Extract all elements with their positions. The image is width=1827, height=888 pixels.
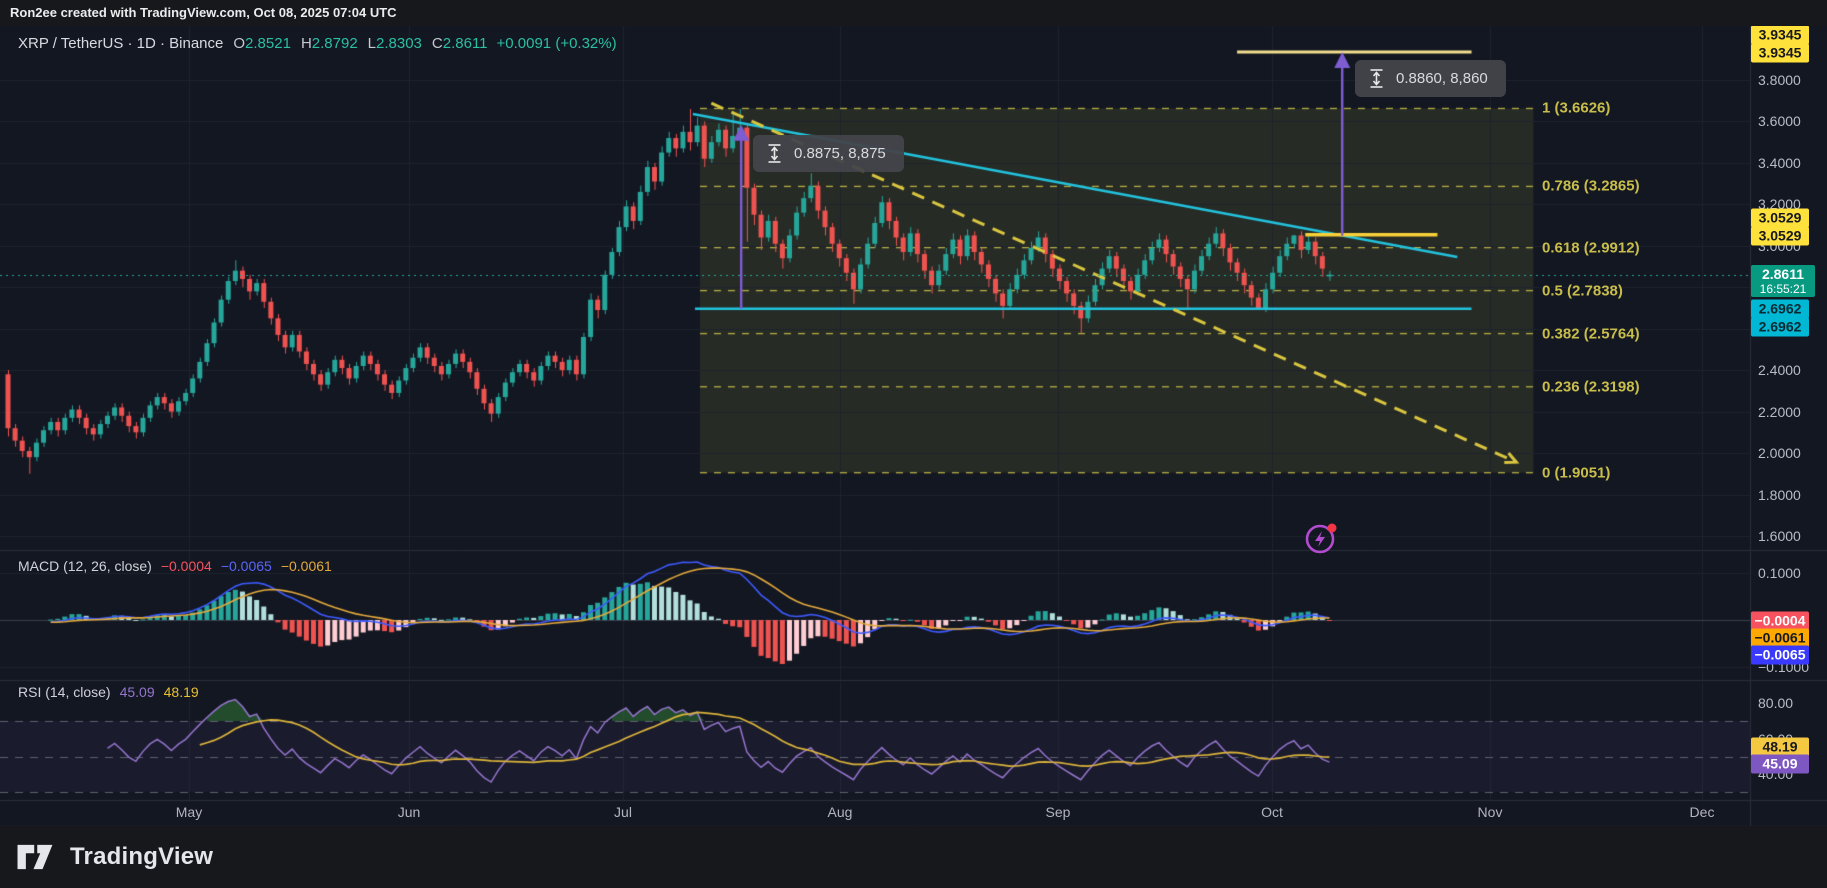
price-axis-tick[interactable]: 2.0000 [1758, 445, 1801, 462]
attribution-text: Ron2ee created with TradingView.com, Oct… [10, 5, 397, 20]
measure-icon [1370, 69, 1383, 88]
measure-value: 0.8875, 8,875 [794, 145, 886, 162]
price-tag-3.0529: 3.0529 [1751, 226, 1809, 246]
countdown-timer: 16:55:21 [1759, 282, 1807, 296]
macd-axis-tick[interactable]: 0.1000 [1758, 565, 1801, 581]
ohlc-key: H [300, 35, 312, 52]
live-data-flash-icon[interactable] [1302, 519, 1340, 562]
price-axis-tick[interactable]: 3.4000 [1758, 154, 1801, 171]
indicator-value: −0.0004 [160, 558, 212, 574]
fib-level-label: 1 (3.6626) [1542, 99, 1611, 117]
ohlc-key: L [367, 35, 377, 52]
price-tag-2.8611: 2.8611 16:55:21 [1751, 265, 1815, 297]
price-axis-tick[interactable]: 1.6000 [1758, 527, 1801, 544]
fib-level-label: 0.382 (2.5764) [1542, 325, 1640, 343]
time-axis-label-jul[interactable]: Jul [614, 804, 632, 820]
price-axis-tick[interactable]: 1.8000 [1758, 486, 1801, 503]
price-tag-3.9345: 3.9345 [1751, 25, 1809, 45]
price-axis-tick[interactable]: 3.2000 [1758, 196, 1801, 213]
time-axis-label-aug[interactable]: Aug [827, 804, 853, 820]
brand-name[interactable]: TradingView [70, 843, 214, 870]
rsi-axis-tick[interactable]: 80.00 [1758, 695, 1794, 712]
price-tag-0.0004: −0.0004 [1751, 611, 1809, 631]
ohlc-value: 2.8521 [245, 35, 291, 52]
price-tag-48.19: 48.19 [1751, 737, 1809, 757]
brand-footer: TradingView [0, 826, 1827, 888]
fib-level-label: 0.5 (2.7838) [1542, 282, 1623, 300]
ohlc-key: O [233, 35, 246, 52]
price-change: +0.0091 (+0.32%) [496, 35, 617, 52]
rsi-legend: RSI (14, close) 45.09 48.19 [18, 684, 199, 700]
price-axis-tick[interactable]: 2.2000 [1758, 403, 1801, 420]
measure-value: 0.8860, 8,860 [1396, 70, 1488, 87]
indicator-value: 45.09 [119, 684, 155, 700]
price-tag-45.09: 45.09 [1751, 754, 1809, 774]
price-tag-0.0065: −0.0065 [1751, 645, 1809, 665]
time-axis-label-may[interactable]: May [175, 804, 203, 820]
macd-legend-title[interactable]: MACD (12, 26, close) [18, 558, 152, 574]
fib-level-label: 0.236 (2.3198) [1542, 378, 1640, 396]
time-axis-label-nov[interactable]: Nov [1477, 804, 1503, 820]
rsi-legend-title[interactable]: RSI (14, close) [18, 684, 111, 700]
tradingview-logo-icon[interactable] [16, 843, 60, 871]
indicator-value: 48.19 [163, 684, 199, 700]
measure-icon [768, 144, 781, 163]
macd-legend: MACD (12, 26, close) −0.0004 −0.0065 −0.006… [18, 558, 332, 574]
ohlc-value: 2.8611 [442, 35, 488, 52]
ohlc-key: C [431, 35, 443, 52]
fib-level-label: 0.786 (3.2865) [1542, 177, 1640, 195]
price-axis-tick[interactable]: 2.4000 [1758, 362, 1801, 379]
price-axis-tick[interactable]: 3.8000 [1758, 72, 1801, 88]
time-axis-label-sep[interactable]: Sep [1045, 804, 1071, 820]
fib-level-label: 0 (1.9051) [1542, 464, 1611, 482]
symbol-title[interactable]: XRP / TetherUS · 1D · Binance [18, 35, 224, 52]
time-axis-label-jun[interactable]: Jun [397, 804, 421, 820]
price-tag-3.9345: 3.9345 [1751, 43, 1809, 63]
measure-tooltip-october: 0.8860, 8,860 [1355, 60, 1506, 97]
ohlc-value: 2.8792 [311, 35, 358, 52]
price-tag-3.0529: 3.0529 [1751, 208, 1809, 228]
attribution-bar: Ron2ee created with TradingView.com, Oct… [0, 0, 1827, 26]
time-axis-label-oct[interactable]: Oct [1261, 804, 1283, 820]
price-tag-2.6962: 2.6962 [1751, 317, 1809, 337]
measure-tooltip-july: 0.8875, 8,875 [753, 135, 904, 172]
time-axis-label-dec[interactable]: Dec [1689, 804, 1715, 820]
price-tag-0.0061: −0.0061 [1751, 628, 1809, 648]
fib-level-label: 0.618 (2.9912) [1542, 239, 1640, 257]
indicator-value: −0.0061 [280, 558, 332, 574]
indicator-value: −0.0065 [220, 558, 272, 574]
ohlc-value: 2.8303 [376, 35, 422, 52]
symbol-legend: XRP / TetherUS · 1D · Binance O2.8521 H2.8… [18, 35, 617, 52]
price-tag-2.6962: 2.6962 [1751, 299, 1809, 319]
price-axis-tick[interactable]: 3.6000 [1758, 113, 1801, 130]
